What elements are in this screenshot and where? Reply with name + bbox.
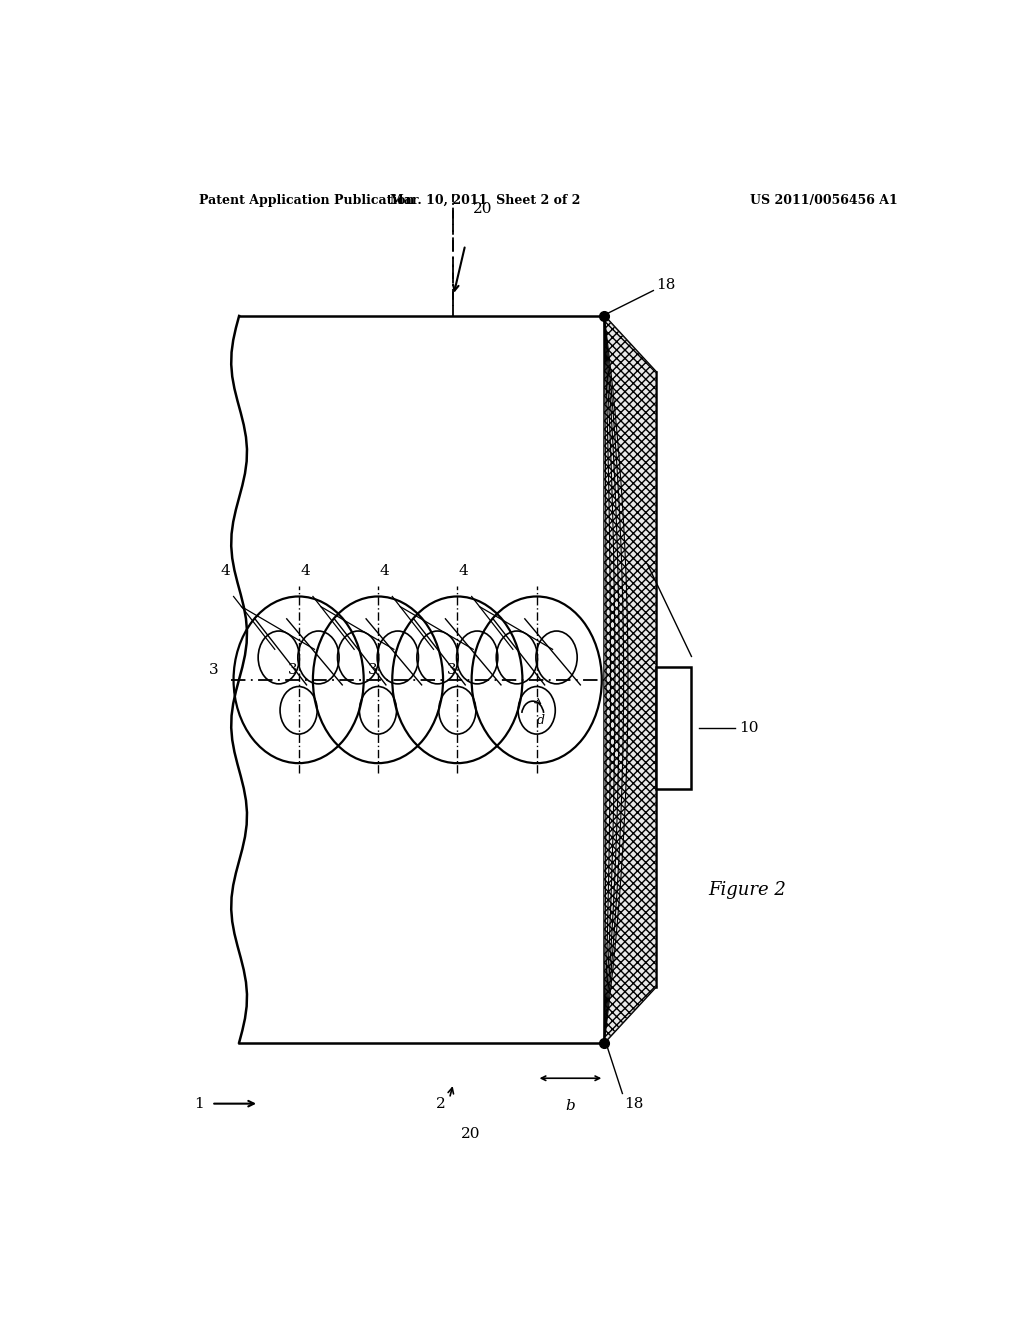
Text: 10: 10 <box>739 721 759 735</box>
Text: 18: 18 <box>655 279 675 293</box>
Text: Patent Application Publication: Patent Application Publication <box>200 194 415 207</box>
Text: 18: 18 <box>624 1097 643 1110</box>
Text: US 2011/0056456 A1: US 2011/0056456 A1 <box>750 194 898 207</box>
Text: 3: 3 <box>209 663 218 677</box>
Text: Figure 2: Figure 2 <box>708 882 786 899</box>
Text: 3: 3 <box>289 663 298 677</box>
Text: 2: 2 <box>435 1097 445 1110</box>
Bar <box>655 667 691 788</box>
Polygon shape <box>604 315 655 1043</box>
Text: 3: 3 <box>447 663 457 677</box>
Text: 20: 20 <box>473 202 493 216</box>
Text: 4: 4 <box>221 564 230 578</box>
Text: 1: 1 <box>194 1097 204 1110</box>
Text: Mar. 10, 2011  Sheet 2 of 2: Mar. 10, 2011 Sheet 2 of 2 <box>390 194 581 207</box>
Text: b: b <box>565 1098 575 1113</box>
Text: 4: 4 <box>380 564 389 578</box>
Text: 3: 3 <box>368 663 377 677</box>
Text: d: d <box>537 714 545 727</box>
Text: 4: 4 <box>459 564 469 578</box>
Text: 4: 4 <box>300 564 310 578</box>
Text: 20: 20 <box>461 1127 481 1142</box>
